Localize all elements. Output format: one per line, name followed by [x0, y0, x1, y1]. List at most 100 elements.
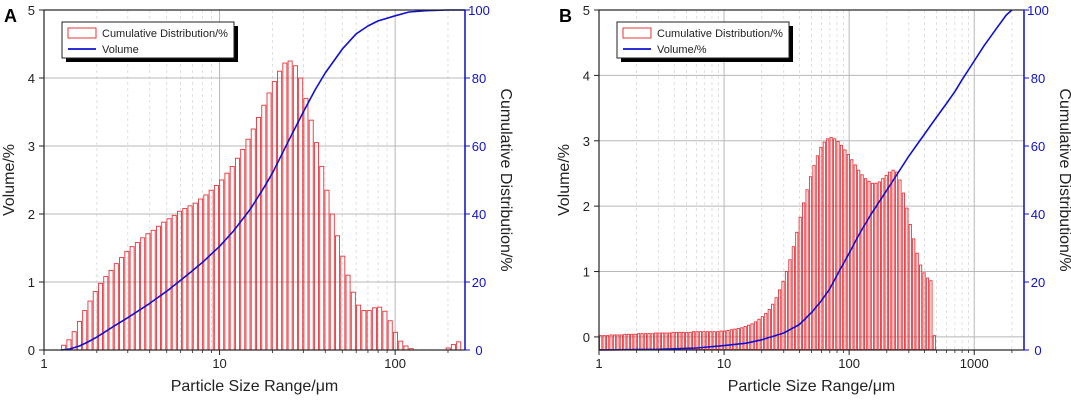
bar — [925, 277, 930, 350]
bar — [736, 327, 740, 350]
bar — [798, 216, 802, 350]
bar-series — [61, 60, 462, 351]
bar — [250, 128, 256, 351]
bar — [213, 184, 219, 351]
bar — [602, 335, 606, 350]
y2-axis-title: Cumulative Distribution/% — [1056, 88, 1071, 271]
bar — [129, 246, 135, 351]
bar — [192, 202, 198, 351]
bar — [884, 174, 888, 350]
y2-tick-label: 60 — [472, 139, 486, 154]
x-axis: 1 10 100 1000 — [595, 350, 1013, 371]
legend: Cumulative Distribution/% Volume — [61, 21, 238, 62]
bar — [277, 70, 283, 351]
panel-label: B — [559, 6, 572, 26]
cumulative-curve — [60, 9, 465, 351]
bar — [187, 205, 193, 351]
bar — [729, 329, 733, 350]
bar — [599, 335, 603, 350]
bar — [350, 291, 356, 351]
bar — [155, 225, 161, 351]
bar — [853, 164, 857, 350]
legend-bar-swatch — [67, 27, 97, 39]
x-tick-label: 10 — [212, 356, 226, 371]
bar — [229, 165, 235, 351]
bar — [898, 179, 902, 350]
bar — [234, 157, 240, 351]
bar — [767, 309, 771, 350]
bar — [643, 333, 648, 350]
y-tick-label: 5 — [583, 3, 590, 18]
bar — [345, 274, 351, 351]
bar — [166, 218, 172, 351]
bar — [857, 169, 861, 350]
bar — [671, 331, 675, 350]
bar — [140, 237, 146, 351]
bar — [335, 235, 341, 351]
bar — [826, 138, 830, 350]
bar — [134, 242, 140, 351]
x-axis: 1 10 100 — [40, 350, 449, 371]
bar — [905, 207, 909, 350]
bar — [836, 140, 840, 350]
legend-label-curve: Volume/% — [657, 44, 707, 56]
y-tick-label: 3 — [583, 134, 590, 149]
y-tick-label: 4 — [583, 68, 590, 83]
bar — [863, 178, 868, 350]
bar — [198, 198, 204, 351]
bar — [606, 335, 610, 350]
bar — [636, 333, 641, 350]
y-tick-label: 4 — [28, 71, 35, 86]
y2-tick-label: 80 — [1031, 71, 1045, 86]
bar — [791, 246, 795, 350]
y-tick-label: 1 — [28, 275, 35, 290]
y2-tick-label: 0 — [475, 343, 482, 358]
bar — [224, 172, 230, 351]
x-axis-title: Particle Size Range/μm — [728, 378, 896, 395]
bar — [647, 333, 651, 350]
bar — [203, 194, 209, 351]
bar — [757, 318, 761, 350]
bar — [743, 326, 747, 350]
bar — [881, 178, 885, 350]
bar — [113, 263, 119, 351]
y2-tick-label: 80 — [472, 71, 486, 86]
bar — [382, 310, 388, 351]
bar — [733, 328, 737, 350]
bar — [240, 148, 246, 351]
bar — [387, 320, 393, 351]
bar — [674, 331, 678, 350]
bar — [784, 271, 789, 350]
y2-tick-label: 100 — [468, 3, 490, 18]
y-axis-title: Volume/% — [556, 144, 573, 216]
y-tick-label: 2 — [28, 207, 35, 222]
bar — [103, 276, 109, 351]
bar — [891, 169, 895, 350]
legend-label-bars: Cumulative Distribution/% — [102, 28, 228, 40]
bar — [688, 331, 692, 350]
bar — [719, 330, 723, 350]
y-axis: 0 1 2 3 4 5 — [28, 3, 44, 358]
bar — [778, 289, 782, 350]
bar — [119, 257, 125, 351]
legend-label-bars: Cumulative Distribution/% — [657, 28, 783, 40]
bar — [839, 144, 844, 350]
bar — [912, 238, 916, 350]
y-tick-label: 0 — [583, 330, 590, 345]
bar — [888, 171, 892, 350]
bar — [812, 165, 816, 350]
x-tick-label: 1 — [40, 356, 47, 371]
bar — [266, 92, 272, 351]
bar — [877, 181, 881, 350]
x-tick-label: 1 — [595, 356, 602, 371]
bar — [795, 231, 799, 350]
bar — [753, 321, 758, 350]
bar — [356, 304, 362, 351]
bar — [833, 138, 837, 350]
bar — [781, 280, 785, 350]
bar — [894, 171, 899, 350]
bar — [661, 332, 665, 350]
x-tick-label: 100 — [384, 356, 406, 371]
legend: Cumulative Distribution/% Volume/% — [616, 21, 793, 62]
